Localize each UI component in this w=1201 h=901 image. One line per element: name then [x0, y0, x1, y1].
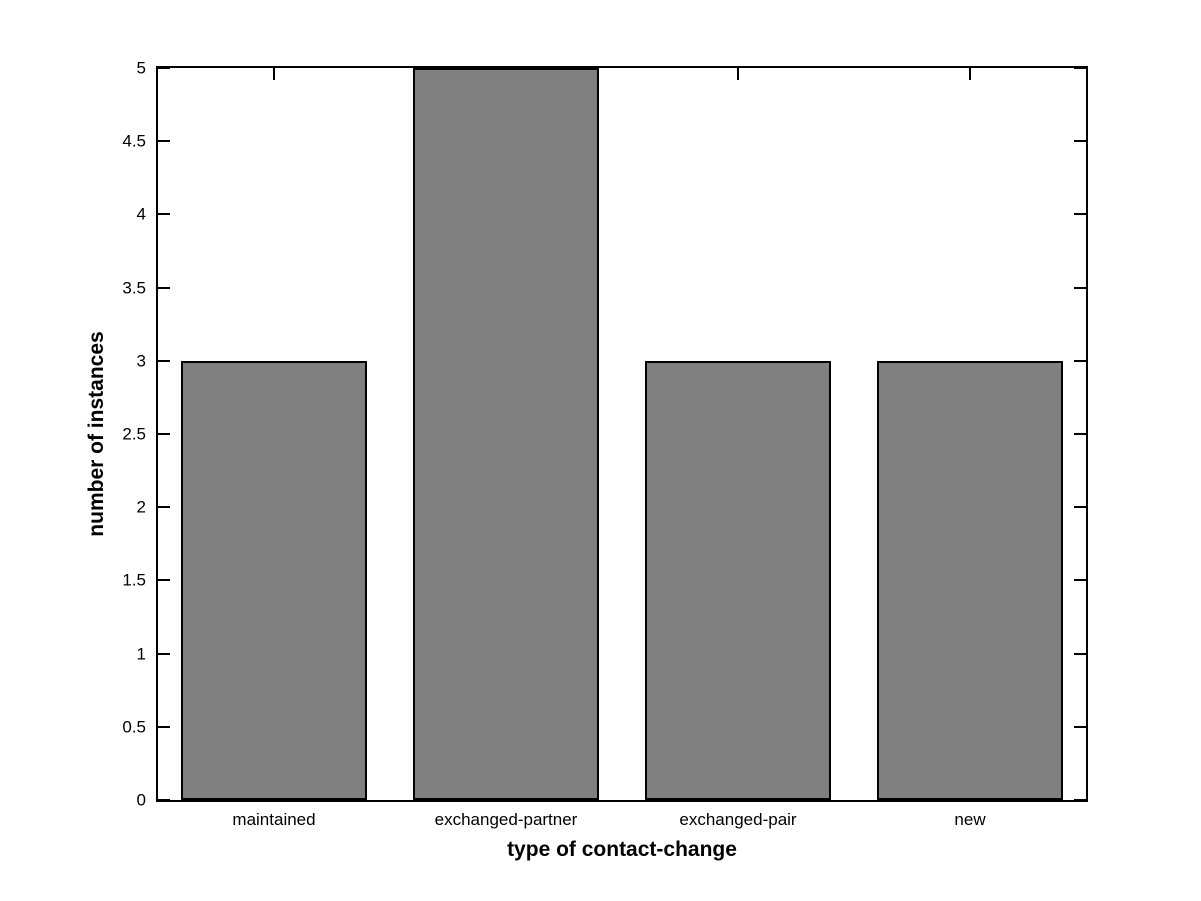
- y-tick-mark-right: [1074, 213, 1086, 216]
- y-tick-label: 4: [136, 204, 146, 224]
- y-tick-mark-left: [158, 433, 170, 435]
- bar-exchanged-pair: [645, 360, 831, 800]
- bar-maintained: [181, 360, 367, 800]
- y-tick-mark-left: [158, 799, 170, 801]
- y-tick-mark-left: [158, 213, 170, 216]
- x-tick-label-maintained: maintained: [232, 810, 316, 829]
- y-tick-mark-left: [158, 579, 170, 582]
- y-tick-mark-left: [158, 286, 170, 289]
- y-tick-mark-left: [158, 506, 170, 509]
- y-tick-mark-right: [1074, 67, 1086, 69]
- y-tick-label: 2: [136, 497, 146, 517]
- y-tick-mark-right: [1074, 579, 1086, 582]
- y-tick-label: 1.5: [122, 570, 146, 590]
- y-tick-mark-right: [1074, 140, 1086, 143]
- x-tick-label-new: new: [954, 810, 986, 829]
- y-tick-mark-right: [1074, 286, 1086, 289]
- y-tick-mark-right: [1074, 506, 1086, 509]
- y-tick-mark-left: [158, 140, 170, 143]
- plot-area: number of instances type of contact-chan…: [85, 60, 1088, 861]
- y-tick-mark-right: [1074, 799, 1086, 801]
- y-tick-label: 2.5: [122, 424, 146, 444]
- y-tick-label: 4.5: [122, 131, 146, 151]
- y-tick-label: 3: [136, 351, 146, 371]
- x-tick-mark-top: [273, 68, 275, 80]
- x-tick-mark-top: [737, 68, 739, 80]
- y-tick-mark-right: [1074, 725, 1086, 728]
- y-tick-mark-left: [158, 652, 170, 655]
- y-axis-label: number of instances: [85, 331, 108, 537]
- bar-exchanged-partner: [413, 68, 599, 800]
- bar-new: [877, 360, 1063, 800]
- y-tick-mark-left: [158, 725, 170, 728]
- y-tick-mark-left: [158, 67, 170, 69]
- y-tick-label: 0: [136, 790, 146, 810]
- y-tick-mark-right: [1074, 359, 1086, 362]
- x-axis-label: type of contact-change: [507, 838, 737, 861]
- y-tick-label: 5: [136, 58, 146, 78]
- y-tick-label: 1: [136, 644, 146, 664]
- y-tick-label: 3.5: [122, 278, 146, 298]
- y-tick-mark-left: [158, 359, 170, 362]
- x-tick-label-exchanged-pair: exchanged-pair: [679, 810, 797, 829]
- y-tick-label: 0.5: [122, 717, 146, 737]
- y-tick-mark-right: [1074, 652, 1086, 655]
- x-tick-mark-top: [969, 68, 971, 80]
- x-tick-label-exchanged-partner: exchanged-partner: [434, 810, 578, 829]
- y-tick-mark-right: [1074, 433, 1086, 435]
